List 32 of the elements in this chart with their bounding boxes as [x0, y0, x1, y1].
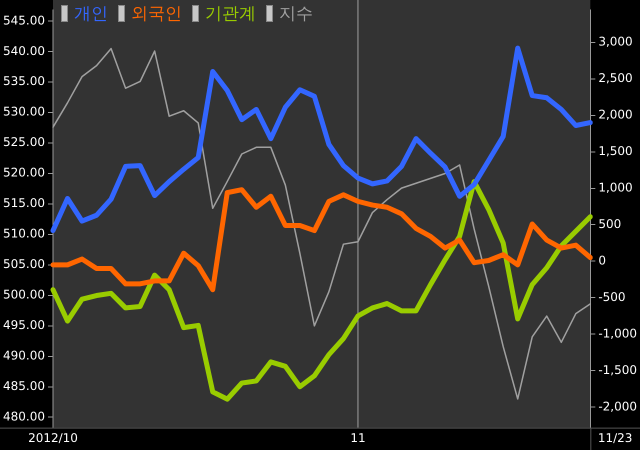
- text: 기관계: [204, 3, 256, 25]
- y2-tick-label: 1,500: [598, 144, 633, 158]
- y-tick-label: 490.00: [2, 348, 45, 362]
- y-tick-label: 515.00: [2, 196, 45, 210]
- y2-tick-label: -2,000: [598, 399, 638, 414]
- x-tick-label: 11: [350, 430, 366, 445]
- y-tick-label: 525.00: [2, 135, 45, 150]
- text: 지수: [278, 3, 313, 25]
- y-tick-label: 495.00: [2, 318, 45, 332]
- y2-tick-label: 1,000: [598, 180, 633, 194]
- y-tick-label: 485.00: [2, 378, 45, 393]
- y2-tick-label: 2,000: [598, 107, 633, 122]
- text: 11/23: [598, 430, 632, 445]
- y-tick-label: 530.00: [2, 104, 45, 119]
- y2-tick-label: 500: [598, 216, 622, 231]
- y2-tick-label: 3,000: [598, 34, 633, 48]
- y2-tick-label: -500: [598, 290, 626, 304]
- y2-tick-label: -1,000: [598, 326, 638, 340]
- x-tick-label: 2012/10: [28, 430, 78, 445]
- y-tick-label: 510.00: [2, 226, 45, 241]
- text: 개인: [74, 3, 108, 25]
- y-tick-label: 480.00: [2, 409, 45, 424]
- y-tick-label: 540.00: [2, 44, 45, 58]
- y-tick-label: 535.00: [2, 74, 45, 88]
- text: 외국인: [130, 3, 182, 25]
- y2-tick-label: -1,500: [598, 362, 638, 377]
- y2-tick-label: 2,500: [598, 70, 633, 85]
- y-tick-label: 520.00: [2, 166, 45, 180]
- y2-tick-label: 0: [598, 253, 606, 268]
- y-tick-label: 500.00: [2, 288, 45, 302]
- y-tick-label: 545.00: [2, 13, 45, 28]
- y-tick-label: 505.00: [2, 257, 45, 272]
